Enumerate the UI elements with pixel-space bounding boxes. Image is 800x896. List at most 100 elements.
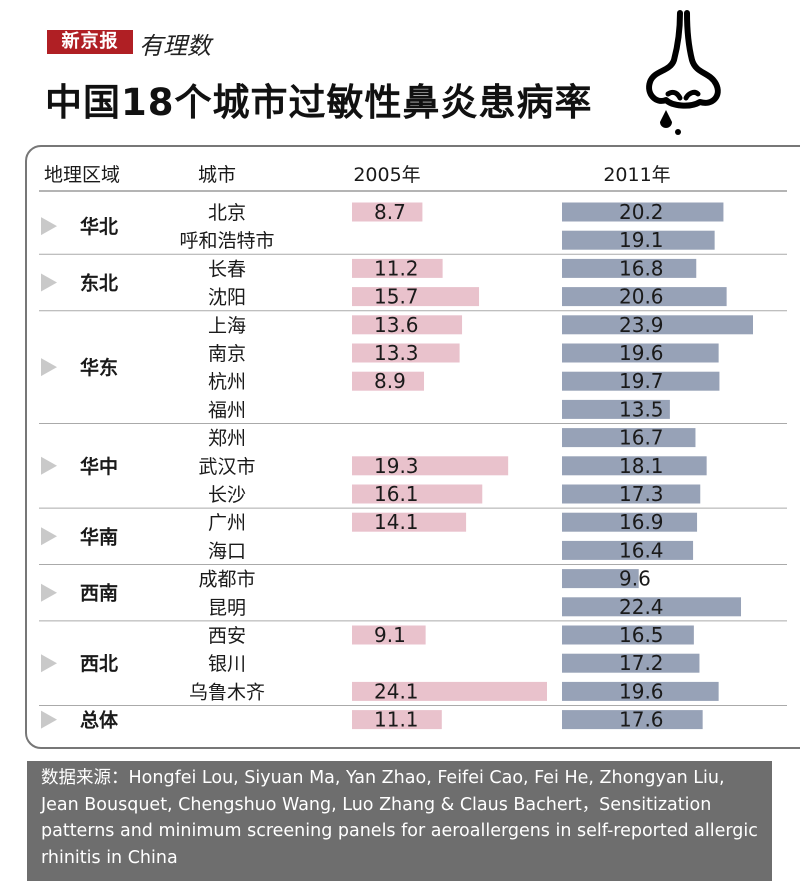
- bar-2011: [562, 653, 700, 673]
- value-label-2005: 24.1: [374, 679, 419, 703]
- bar-2005: [352, 202, 423, 222]
- bar-2005: [352, 456, 509, 476]
- bar-2011: [562, 456, 707, 476]
- region-label: 东北: [80, 272, 118, 295]
- value-label-2011: 16.4: [619, 538, 664, 562]
- bar-2011: [562, 484, 701, 504]
- city-label: 沈阳: [208, 287, 246, 309]
- value-label-2011: 17.6: [619, 708, 664, 732]
- city-label: 南京: [208, 343, 246, 365]
- value-label-2011: 19.1: [619, 228, 664, 252]
- bar-2011: [562, 287, 727, 307]
- bar-2005: [352, 484, 483, 504]
- value-label-2011: 22.4: [619, 595, 664, 619]
- region-arrow-icon: [41, 358, 57, 377]
- brand-name: 新京报: [47, 30, 133, 54]
- source-note: 数据来源：Hongfei Lou, Siyuan Ma, Yan Zhao, F…: [27, 761, 772, 881]
- city-label: 长春: [208, 258, 246, 280]
- city-label: 郑州: [208, 428, 246, 450]
- value-label-2005: 19.3: [374, 454, 419, 478]
- bar-2005: [352, 625, 426, 645]
- region-arrow-icon: [41, 527, 57, 546]
- value-label-2005: 14.1: [374, 510, 419, 534]
- bar-2011: [562, 597, 742, 617]
- bar-2011: [562, 569, 639, 589]
- value-label-2011: 17.2: [619, 651, 664, 675]
- bar-2011: [562, 258, 697, 278]
- bar-2011: [562, 202, 724, 222]
- region-label: 西南: [80, 583, 118, 605]
- bar-2005: [352, 512, 467, 532]
- city-label: 上海: [208, 315, 246, 337]
- page-title: 中国18个城市过敏性鼻炎患病率: [45, 81, 593, 124]
- value-label-2011: 9.6: [619, 567, 651, 591]
- city-label: 西安: [208, 625, 246, 647]
- column-header: 2011年: [603, 164, 670, 186]
- city-label: 杭州: [208, 371, 246, 393]
- city-label: 广州: [208, 512, 246, 534]
- region-label: 西北: [80, 653, 118, 675]
- value-label-2005: 8.9: [374, 369, 406, 393]
- bar-2005: [352, 681, 547, 701]
- bar-2005: [352, 315, 463, 335]
- city-label: 北京: [208, 202, 246, 224]
- city-label: 银川: [208, 653, 246, 675]
- bar-2005: [352, 371, 425, 391]
- bar-2011: [562, 540, 694, 560]
- region-label: 华南: [80, 525, 118, 548]
- value-label-2011: 16.9: [619, 510, 664, 534]
- region-arrow-icon: [41, 456, 57, 475]
- bar-2011: [562, 681, 719, 701]
- bar-2011: [562, 512, 698, 532]
- value-label-2005: 16.1: [374, 482, 419, 506]
- region-label: 华东: [80, 356, 118, 379]
- bar-2011: [562, 230, 715, 250]
- region-arrow-icon: [41, 654, 57, 673]
- bar-2011: [562, 343, 719, 363]
- value-label-2005: 11.2: [374, 256, 419, 280]
- data-table: 地理区域 城市 2005年 2011年 北京 8.7 20.2 呼和浩特市 19.1 华北 长春 11…: [25, 145, 800, 749]
- city-label: 呼和浩特市: [179, 230, 274, 252]
- column-header: 城市: [198, 164, 236, 186]
- bar-2011: [562, 399, 670, 419]
- value-label-2011: 19.6: [619, 679, 664, 703]
- bar-2011: [562, 315, 753, 335]
- region-arrow-icon: [41, 583, 57, 602]
- value-label-2005: 8.7: [374, 200, 406, 224]
- bar-2011: [562, 371, 720, 391]
- city-label: 福州: [208, 399, 246, 421]
- value-label-2005: 13.3: [374, 341, 419, 365]
- value-label-2011: 17.3: [619, 482, 664, 506]
- bar-2005: [352, 710, 442, 730]
- region-arrow-icon: [41, 710, 57, 729]
- region-label: 华中: [80, 455, 118, 478]
- bar-2005: [352, 287, 480, 307]
- bar-2011: [562, 710, 703, 730]
- value-label-2005: 13.6: [374, 313, 419, 337]
- region-label: 华北: [80, 215, 118, 238]
- bar-2005: [352, 258, 443, 278]
- value-label-2011: 18.1: [619, 454, 664, 478]
- city-label: 成都市: [198, 569, 255, 591]
- value-label-2011: 16.5: [619, 623, 664, 647]
- city-label: 昆明: [208, 597, 246, 619]
- value-label-2011: 13.5: [619, 397, 664, 421]
- value-label-2011: 23.9: [619, 313, 664, 337]
- value-label-2011: 20.2: [619, 200, 664, 224]
- value-label-2011: 19.7: [619, 369, 664, 393]
- value-label-2005: 11.1: [374, 708, 419, 732]
- city-label: 海口: [208, 540, 246, 562]
- city-label: 乌鲁木齐: [189, 681, 265, 703]
- bar-2011: [562, 625, 694, 645]
- bar-2011: [562, 428, 696, 448]
- column-header: 地理区域: [44, 164, 120, 186]
- region-label: 总体: [80, 709, 119, 732]
- nose-icon: [646, 10, 721, 135]
- value-label-2011: 16.8: [619, 256, 664, 280]
- city-label: 长沙: [208, 484, 246, 506]
- value-label-2005: 15.7: [374, 285, 419, 309]
- region-arrow-icon: [41, 273, 57, 292]
- bar-2005: [352, 343, 460, 363]
- value-label-2011: 16.7: [619, 426, 664, 450]
- region-arrow-icon: [41, 217, 57, 236]
